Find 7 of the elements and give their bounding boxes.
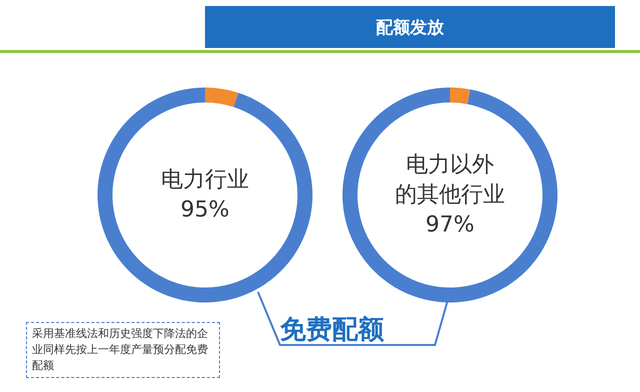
text: 配额发放 [205, 6, 615, 48]
text: 采用基准线法和历史强度下降法的企业同样先按上一年度产量预分配免费配额 [26, 322, 220, 378]
data-label: 95% [180, 198, 230, 222]
slice-label: 电力以外的其他行业 [395, 152, 505, 208]
data-label: 97% [426, 212, 474, 238]
slice-label: 电力行业 [161, 168, 249, 192]
text: 免费配额 [280, 314, 384, 347]
